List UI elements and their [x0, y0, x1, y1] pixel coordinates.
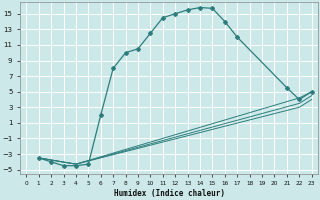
X-axis label: Humidex (Indice chaleur): Humidex (Indice chaleur)	[114, 189, 225, 198]
